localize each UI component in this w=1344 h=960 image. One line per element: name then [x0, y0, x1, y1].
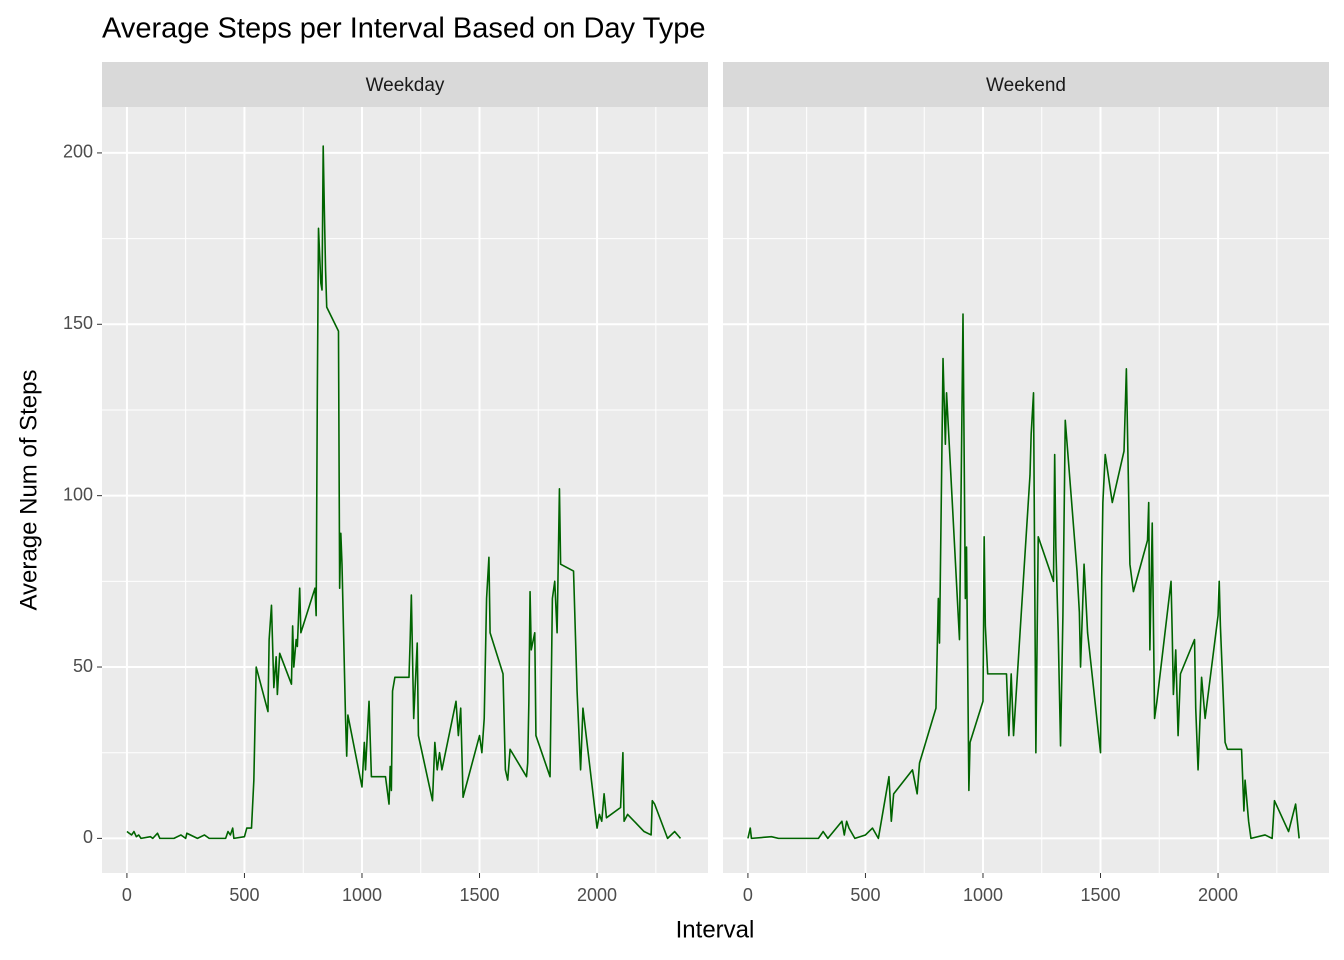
- strip-label: Weekday: [366, 75, 445, 96]
- line-series: [747, 313, 1300, 840]
- x-tick-label: 500: [229, 885, 259, 905]
- x-tick-label: 1500: [459, 885, 499, 905]
- y-tick-label: 200: [63, 142, 93, 162]
- x-tick-label: 2000: [1198, 885, 1238, 905]
- strip: [723, 62, 1329, 107]
- y-tick-label: 50: [73, 656, 93, 676]
- strip: [102, 62, 708, 107]
- x-tick-label: 500: [850, 885, 880, 905]
- y-tick-label: 0: [83, 827, 93, 847]
- x-tick-label: 0: [743, 885, 753, 905]
- panel: [723, 107, 1329, 873]
- x-tick-label: 0: [122, 885, 132, 905]
- line-series: [126, 145, 682, 840]
- chart-title: Average Steps per Interval Based on Day …: [102, 13, 705, 45]
- x-tick-label: 1500: [1080, 885, 1120, 905]
- x-tick-label: 1000: [963, 885, 1003, 905]
- strip-label: Weekend: [986, 75, 1066, 96]
- x-tick-label: 2000: [577, 885, 617, 905]
- y-tick-label: 100: [63, 484, 93, 504]
- panel: [102, 107, 708, 873]
- y-tick-label: 150: [63, 313, 93, 333]
- y-axis-label: Average Num of Steps: [15, 369, 42, 610]
- x-tick-label: 1000: [342, 885, 382, 905]
- x-axis-label: Interval: [676, 916, 755, 943]
